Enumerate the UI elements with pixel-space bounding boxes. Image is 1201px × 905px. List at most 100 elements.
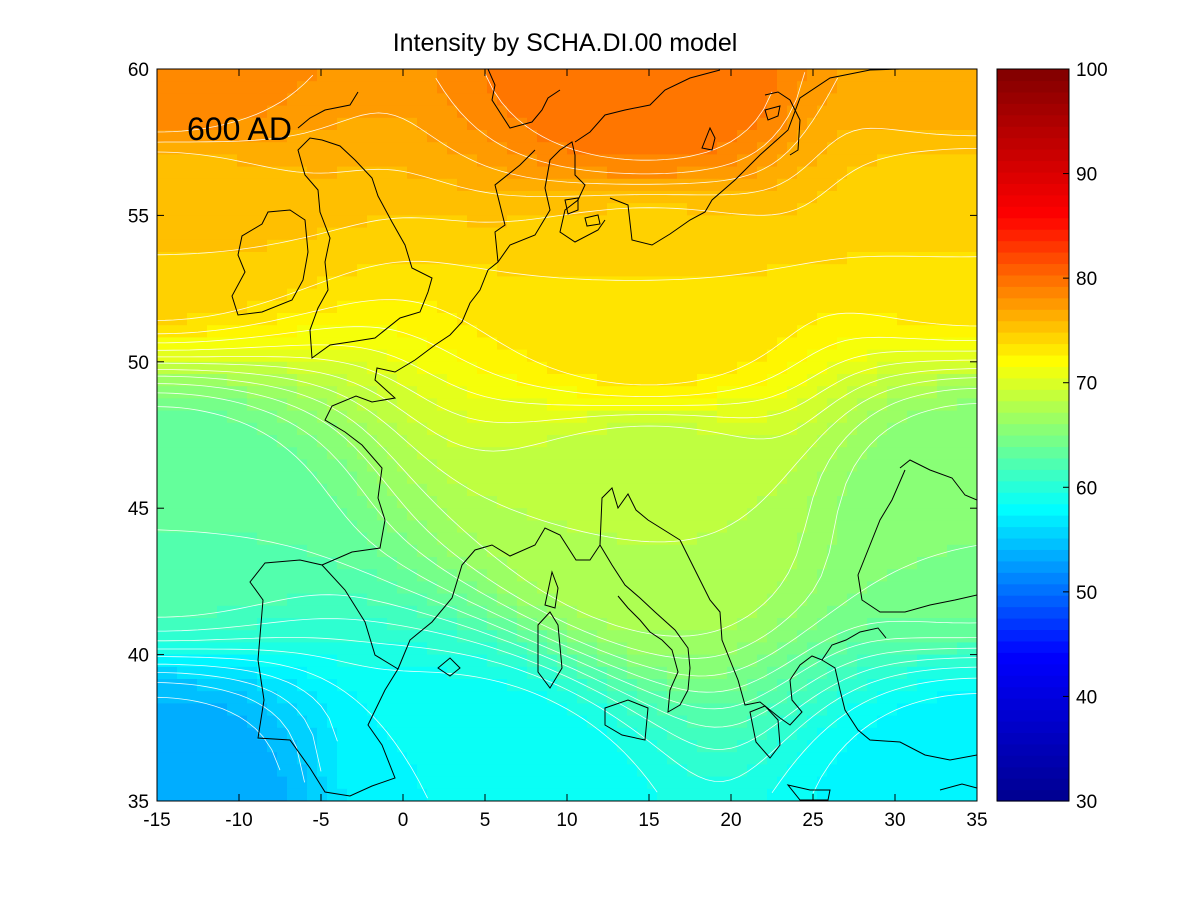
field-cell (357, 764, 368, 777)
field-cell (587, 423, 598, 436)
field-cell (687, 362, 698, 375)
field-cell (737, 716, 748, 729)
field-cell (407, 337, 418, 350)
field-cell (187, 447, 198, 460)
field-cell (587, 594, 598, 607)
field-cell (327, 752, 338, 765)
field-cell (427, 740, 438, 753)
field-cell (267, 252, 278, 265)
field-cell (527, 764, 538, 777)
field-cell (817, 606, 828, 619)
field-cell (197, 533, 208, 546)
field-cell (537, 630, 548, 643)
field-cell (967, 301, 978, 314)
field-cell (697, 667, 708, 680)
field-cell (767, 325, 778, 338)
field-cell (537, 142, 548, 155)
field-cell (877, 142, 888, 155)
field-cell (377, 581, 388, 594)
field-cell (937, 154, 948, 167)
field-cell (907, 240, 918, 253)
field-cell (267, 508, 278, 521)
field-cell (637, 569, 648, 582)
field-cell (777, 362, 788, 375)
field-cell (297, 374, 308, 387)
field-cell (267, 557, 278, 570)
field-cell (947, 423, 958, 436)
field-cell (367, 252, 378, 265)
field-cell (727, 118, 738, 131)
field-cell (647, 777, 658, 790)
field-cell (907, 398, 918, 411)
field-cell (657, 167, 668, 180)
field-cell (157, 447, 168, 460)
field-cell (747, 667, 758, 680)
field-cell (677, 264, 688, 277)
field-cell (207, 93, 218, 106)
field-cell (497, 386, 508, 399)
field-cell (467, 228, 478, 241)
field-cell (297, 557, 308, 570)
field-cell (877, 203, 888, 216)
field-cell (767, 691, 778, 704)
field-cell (457, 81, 468, 94)
field-cell (227, 740, 238, 753)
field-cell (897, 789, 908, 802)
field-cell (937, 411, 948, 424)
field-cell (607, 533, 618, 546)
field-cell (397, 301, 408, 314)
field-cell (857, 459, 868, 472)
field-cell (887, 435, 898, 448)
field-cell (437, 728, 448, 741)
field-cell (787, 581, 798, 594)
field-cell (267, 484, 278, 497)
field-cell (817, 191, 828, 204)
field-cell (947, 215, 958, 228)
field-cell (487, 106, 498, 119)
field-cell (487, 203, 498, 216)
field-cell (627, 93, 638, 106)
field-cell (847, 789, 858, 802)
field-cell (727, 508, 738, 521)
field-cell (677, 191, 688, 204)
field-cell (937, 167, 948, 180)
field-cell (537, 398, 548, 411)
field-cell (947, 728, 958, 741)
field-cell (927, 703, 938, 716)
x-tick-label: -5 (313, 810, 330, 831)
field-cell (867, 606, 878, 619)
field-cell (387, 679, 398, 692)
field-cell (737, 606, 748, 619)
field-cell (497, 289, 508, 302)
field-cell (477, 191, 488, 204)
field-cell (477, 167, 488, 180)
field-cell (477, 81, 488, 94)
field-cell (207, 325, 218, 338)
field-cell (477, 350, 488, 363)
field-cell (567, 325, 578, 338)
field-cell (737, 642, 748, 655)
field-cell (457, 386, 468, 399)
field-cell (917, 484, 928, 497)
field-cell (727, 191, 738, 204)
field-cell (577, 459, 588, 472)
field-cell (917, 642, 928, 655)
field-cell (187, 411, 198, 424)
field-cell (457, 191, 468, 204)
field-cell (357, 118, 368, 131)
field-cell (287, 313, 298, 326)
field-cell (467, 203, 478, 216)
field-cell (657, 728, 668, 741)
field-cell (297, 435, 308, 448)
field-cell (637, 752, 648, 765)
field-cell (967, 789, 978, 802)
field-cell (727, 520, 738, 533)
field-cell (727, 777, 738, 790)
field-cell (717, 679, 728, 692)
field-cell (457, 93, 468, 106)
field-cell (657, 423, 668, 436)
field-cell (887, 203, 898, 216)
field-cell (667, 569, 678, 582)
field-cell (287, 496, 298, 509)
field-cell (477, 764, 488, 777)
